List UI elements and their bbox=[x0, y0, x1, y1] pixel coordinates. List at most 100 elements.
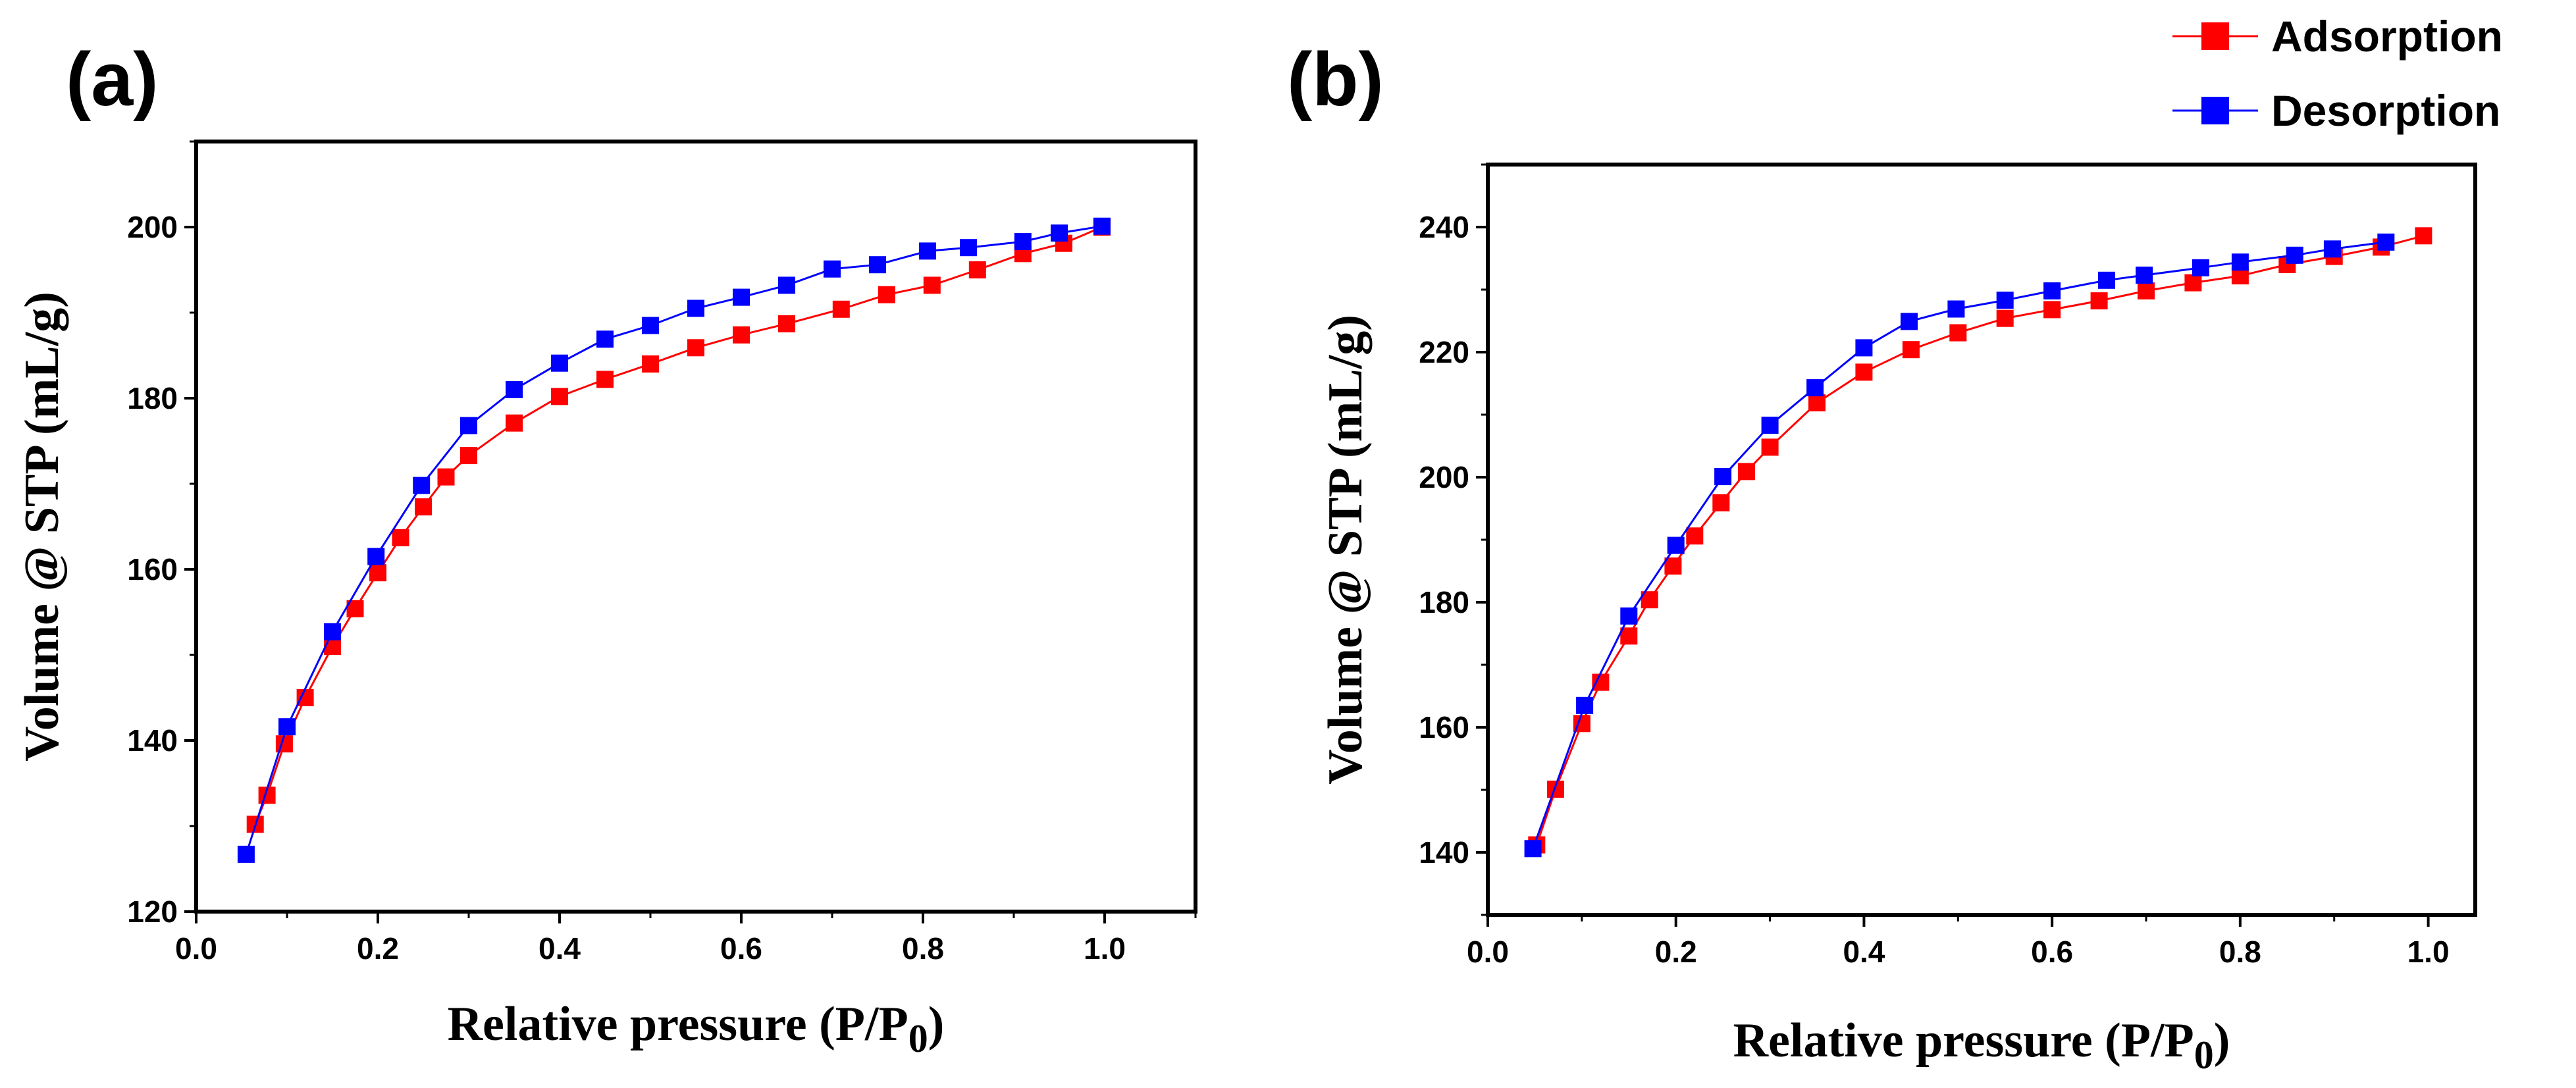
y-tick-label-b-4: 220 bbox=[1419, 335, 1469, 369]
point-adsorption-a-7 bbox=[392, 529, 409, 546]
point-desorption-a-12 bbox=[778, 276, 795, 294]
plot-frame-a bbox=[194, 140, 1197, 914]
point-adsorption-a-4 bbox=[324, 638, 341, 655]
point-adsorption-a-11 bbox=[506, 414, 523, 432]
x-tick-label-b-1: 0.2 bbox=[1655, 935, 1697, 969]
y-axis-title-b: Volume @ STP (mL/g) bbox=[1319, 315, 1373, 785]
point-desorption-a-0 bbox=[237, 845, 255, 863]
legend: Adsorption Desorption bbox=[2172, 12, 2503, 135]
x-tick-label-b-5: 1.0 bbox=[2407, 935, 2450, 969]
x-axis-b: 0.0 0.2 0.4 0.6 0.8 1.0 bbox=[1467, 915, 2450, 969]
point-adsorption-b-10 bbox=[1761, 438, 1779, 456]
x-tick-label-b-0: 0.0 bbox=[1467, 935, 1509, 969]
y-tick-label-b-5: 240 bbox=[1419, 210, 1469, 244]
legend-item-adsorption: Adsorption bbox=[2172, 12, 2503, 61]
point-desorption-b-13 bbox=[2136, 267, 2153, 284]
series-layer-a bbox=[237, 217, 1111, 863]
y-tick-label-b-1: 160 bbox=[1419, 710, 1469, 744]
point-adsorption-b-13 bbox=[1902, 341, 1920, 359]
x-tick-label-a-0: 0.0 bbox=[175, 931, 217, 966]
legend-label-desorption: Desorption bbox=[2271, 86, 2500, 135]
panel-label-a: (a) bbox=[66, 38, 159, 122]
point-desorption-a-10 bbox=[687, 299, 704, 317]
point-adsorption-b-3 bbox=[1592, 673, 1610, 691]
point-desorption-a-8 bbox=[596, 330, 614, 348]
point-desorption-b-6 bbox=[1806, 379, 1824, 397]
point-adsorption-b-11 bbox=[1808, 394, 1826, 411]
point-adsorption-b-15 bbox=[1996, 309, 2014, 327]
point-adsorption-a-15 bbox=[687, 339, 704, 357]
point-desorption-a-5 bbox=[460, 417, 477, 434]
x-tick-label-a-5: 1.0 bbox=[1084, 931, 1126, 966]
point-desorption-a-3 bbox=[367, 548, 385, 565]
point-desorption-a-2 bbox=[324, 623, 341, 640]
point-desorption-a-16 bbox=[960, 239, 977, 257]
point-desorption-b-14 bbox=[2192, 259, 2209, 276]
point-adsorption-b-17 bbox=[2090, 292, 2108, 310]
point-desorption-a-1 bbox=[278, 718, 296, 736]
legend-marker-adsorption bbox=[2201, 22, 2229, 50]
y-tick-label-a-4: 200 bbox=[127, 210, 178, 244]
point-desorption-b-8 bbox=[1901, 313, 1918, 330]
y-tick-label-b-2: 180 bbox=[1419, 585, 1469, 619]
series-line-adsorption-a bbox=[254, 226, 1103, 825]
point-adsorption-a-10 bbox=[460, 447, 477, 465]
point-desorption-b-1 bbox=[1576, 696, 1594, 714]
point-desorption-a-19 bbox=[1093, 217, 1111, 235]
series-line-desorption-a bbox=[245, 225, 1103, 855]
y-tick-label-b-0: 140 bbox=[1419, 835, 1469, 869]
legend-marker-desorption bbox=[2201, 97, 2229, 124]
y-axis-b: 140 160 180 200 220 240 bbox=[1419, 163, 1488, 916]
point-adsorption-b-12 bbox=[1855, 363, 1873, 381]
point-adsorption-a-12 bbox=[551, 388, 568, 405]
x-axis-title-a: Relative pressure (P/P0) bbox=[448, 997, 945, 1060]
point-adsorption-a-20 bbox=[923, 276, 941, 294]
x-axis-title-b: Relative pressure (P/P0) bbox=[1733, 1014, 2230, 1077]
point-adsorption-a-14 bbox=[642, 355, 659, 373]
point-adsorption-a-19 bbox=[878, 286, 895, 303]
point-desorption-b-5 bbox=[1761, 417, 1779, 434]
point-desorption-b-18 bbox=[2377, 233, 2395, 251]
point-desorption-b-7 bbox=[1855, 339, 1873, 357]
x-tick-label-b-2: 0.4 bbox=[1843, 935, 1885, 969]
y-tick-label-a-3: 180 bbox=[127, 381, 178, 415]
point-desorption-a-17 bbox=[1014, 233, 1032, 251]
panel-b: (b) 0.0 0.2 0.4 0.6 0.8 1.0 140 160 180 200 220 24… bbox=[1287, 38, 2477, 1077]
point-desorption-a-14 bbox=[869, 256, 886, 274]
point-desorption-a-6 bbox=[506, 381, 523, 398]
x-tick-label-a-2: 0.4 bbox=[539, 931, 581, 966]
legend-item-desorption: Desorption bbox=[2172, 86, 2500, 135]
legend-label-adsorption: Adsorption bbox=[2271, 12, 2503, 61]
series-layer-b bbox=[1524, 227, 2432, 858]
point-desorption-a-9 bbox=[642, 317, 659, 334]
point-adsorption-a-21 bbox=[968, 261, 986, 278]
point-adsorption-a-16 bbox=[733, 326, 750, 344]
point-adsorption-b-24 bbox=[2415, 227, 2432, 245]
y-tick-label-a-2: 160 bbox=[127, 552, 178, 586]
point-desorption-a-18 bbox=[1051, 224, 1068, 242]
plot-frame-b bbox=[1486, 163, 2477, 917]
point-desorption-b-12 bbox=[2098, 271, 2115, 289]
point-adsorption-a-18 bbox=[832, 300, 850, 318]
point-adsorption-a-6 bbox=[369, 564, 386, 582]
y-tick-label-a-0: 120 bbox=[127, 894, 178, 929]
x-axis-a: 0.0 0.2 0.4 0.6 0.8 1.0 bbox=[175, 912, 1197, 966]
point-desorption-b-3 bbox=[1667, 536, 1685, 554]
point-adsorption-b-9 bbox=[1737, 463, 1755, 480]
point-adsorption-a-17 bbox=[778, 315, 795, 332]
y-axis-a: 120 140 160 180 200 bbox=[127, 140, 196, 929]
panel-label-b: (b) bbox=[1287, 38, 1384, 122]
point-desorption-b-15 bbox=[2231, 253, 2249, 271]
x-tick-label-b-4: 0.8 bbox=[2219, 935, 2261, 969]
x-tick-label-a-3: 0.6 bbox=[720, 931, 762, 966]
point-desorption-b-4 bbox=[1714, 468, 1732, 486]
point-desorption-a-15 bbox=[918, 242, 936, 260]
point-adsorption-b-4 bbox=[1620, 627, 1638, 645]
point-adsorption-b-8 bbox=[1712, 494, 1730, 511]
point-adsorption-b-7 bbox=[1686, 527, 1704, 545]
point-desorption-b-17 bbox=[2323, 240, 2341, 258]
point-desorption-a-7 bbox=[551, 354, 568, 372]
point-desorption-b-10 bbox=[1996, 292, 2014, 309]
point-desorption-b-2 bbox=[1620, 607, 1638, 625]
